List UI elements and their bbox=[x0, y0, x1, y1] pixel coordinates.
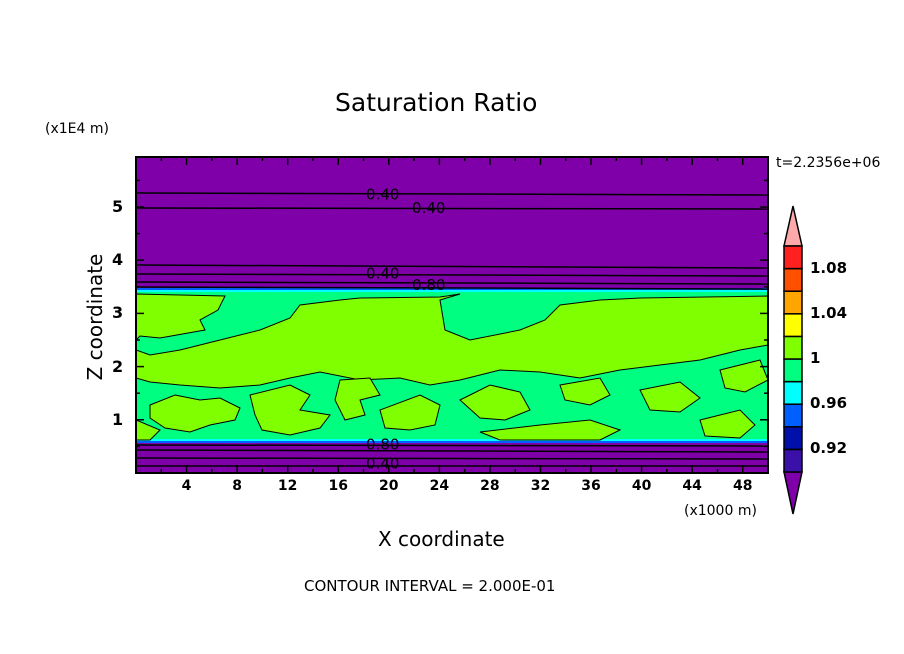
x-tick-label: 36 bbox=[581, 478, 601, 494]
colorbar-swatch bbox=[783, 380, 803, 405]
contour-label: 0.80 bbox=[366, 436, 399, 454]
contour-label: 0.40 bbox=[366, 186, 399, 204]
x-tick-label: 12 bbox=[277, 478, 298, 494]
chart-title: Saturation Ratio bbox=[335, 88, 538, 117]
x-tick-label: 32 bbox=[530, 478, 551, 494]
colorbar-swatch bbox=[783, 403, 803, 428]
y-tick-label: 5 bbox=[112, 197, 124, 216]
colorbar-label: 0.96 bbox=[810, 394, 848, 413]
contour-label: 0.40 bbox=[366, 264, 399, 282]
time-label: t=2.2356e+06 bbox=[776, 155, 881, 171]
x-tick-label: 24 bbox=[429, 478, 450, 494]
y-tick-label: 3 bbox=[112, 303, 124, 323]
y-tick-label: 1 bbox=[112, 409, 124, 429]
colorbar-swatch bbox=[783, 358, 803, 383]
x-tick-label: 40 bbox=[631, 478, 652, 494]
colorbar-over-triangle bbox=[783, 205, 803, 247]
colorbar-swatch bbox=[783, 267, 803, 292]
contour-interval-footer: CONTOUR INTERVAL = 2.000E-01 bbox=[304, 577, 556, 595]
x-axis-label: X coordinate bbox=[378, 527, 505, 551]
colorbar-label: 1.08 bbox=[810, 258, 848, 277]
colorbar-swatch bbox=[783, 426, 803, 451]
x-unit-label: (x1000 m) bbox=[684, 503, 757, 519]
colorbar-label: 1.04 bbox=[810, 303, 848, 322]
colorbar bbox=[783, 205, 803, 515]
contour-lines bbox=[136, 192, 768, 467]
x-tick-label: 28 bbox=[480, 478, 500, 494]
contour-label: 0.40 bbox=[366, 454, 399, 472]
colorbar-swatch bbox=[783, 290, 803, 315]
colorbar-swatch bbox=[783, 245, 803, 270]
colorbar-label: 0.92 bbox=[810, 439, 848, 458]
plot-frame bbox=[135, 156, 769, 474]
x-tick-label: 20 bbox=[379, 478, 399, 494]
colorbar-swatch bbox=[783, 335, 803, 360]
x-tick-label: 4 bbox=[181, 478, 192, 494]
region-lime bbox=[136, 293, 768, 441]
colorbar-swatch bbox=[783, 313, 803, 338]
x-tick-label: 16 bbox=[328, 478, 348, 494]
x-tick-label: 48 bbox=[732, 478, 753, 494]
y-tick-label: 2 bbox=[112, 356, 124, 376]
contour-label: 0.80 bbox=[412, 276, 445, 294]
colorbar-label: 1 bbox=[810, 349, 821, 367]
colorbar-swatch bbox=[783, 448, 803, 473]
y-tick-label: 4 bbox=[112, 250, 124, 270]
x-tick-label: 44 bbox=[682, 478, 702, 494]
y-unit-label: (x1E4 m) bbox=[45, 121, 109, 137]
contour-label: 0.40 bbox=[412, 199, 445, 217]
x-tick-label: 8 bbox=[232, 478, 242, 494]
colorbar-under-triangle bbox=[783, 471, 803, 515]
